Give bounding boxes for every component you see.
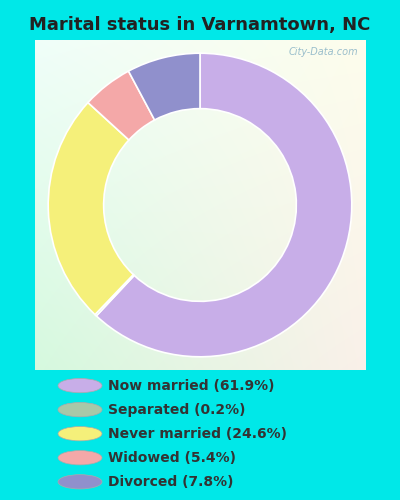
Wedge shape — [95, 274, 134, 316]
Circle shape — [58, 450, 102, 465]
Text: Never married (24.6%): Never married (24.6%) — [108, 426, 287, 440]
Text: Widowed (5.4%): Widowed (5.4%) — [108, 451, 236, 465]
Circle shape — [58, 426, 102, 441]
Wedge shape — [128, 53, 200, 120]
Text: Marital status in Varnamtown, NC: Marital status in Varnamtown, NC — [29, 16, 371, 34]
Text: Separated (0.2%): Separated (0.2%) — [108, 402, 246, 416]
Text: Now married (61.9%): Now married (61.9%) — [108, 378, 274, 392]
Text: Divorced (7.8%): Divorced (7.8%) — [108, 475, 234, 489]
Circle shape — [58, 378, 102, 393]
Circle shape — [58, 474, 102, 489]
Wedge shape — [88, 71, 155, 140]
Wedge shape — [48, 102, 133, 314]
Circle shape — [58, 402, 102, 417]
Text: City-Data.com: City-Data.com — [289, 46, 358, 56]
Wedge shape — [96, 53, 352, 357]
